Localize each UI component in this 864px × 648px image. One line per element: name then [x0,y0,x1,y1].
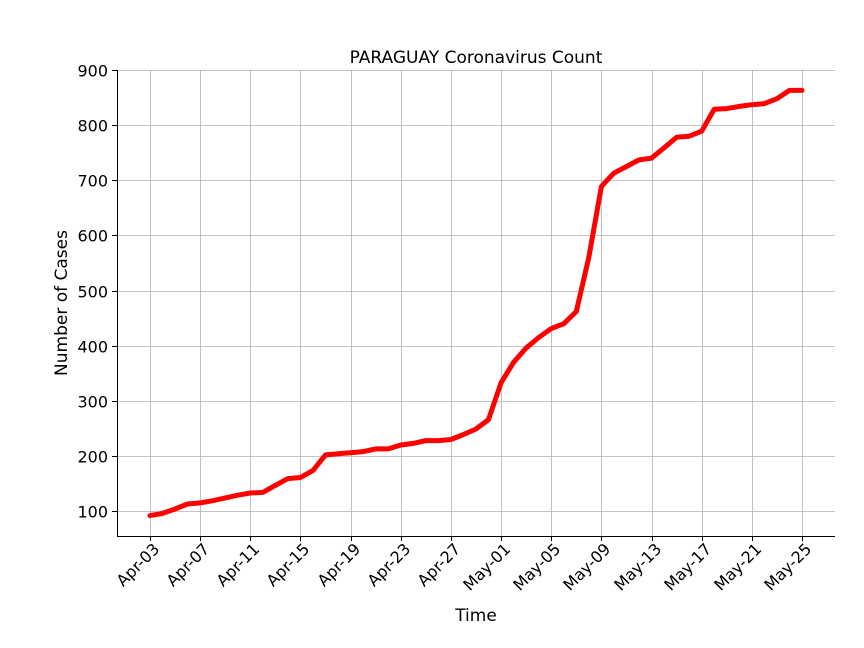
x-axis-ticks: Apr-03 Apr-07 Apr-11 Apr-15 Apr-19 Apr-23 Apr-… [113,536,815,595]
y-tick-label: 700 [77,172,108,191]
y-axis-ticks: 100 200 300 400 500 600 700 800 900 [77,62,117,522]
y-tick-label: 800 [77,117,108,136]
x-tick-label: Apr-23 [364,539,415,590]
x-tick-label: May-25 [760,539,815,594]
x-tick-label: Apr-15 [263,539,314,590]
x-tick-label: May-05 [509,539,564,594]
x-tick-label: Apr-27 [414,539,465,590]
x-tick-label: Apr-03 [113,539,164,590]
y-tick-label: 300 [77,393,108,412]
axes-frame [117,70,835,537]
y-tick-label: 200 [77,448,108,467]
x-axis-label: Time [454,606,497,626]
y-axis-label: Number of Cases [52,230,72,376]
y-tick-label: 400 [77,338,108,357]
y-tick-label: 600 [77,227,108,246]
x-tick-label: May-09 [559,539,614,594]
x-tick-label: May-21 [710,539,765,594]
x-tick-label: Apr-07 [163,539,214,590]
y-tick-label: 900 [77,62,108,81]
y-tick-label: 100 [77,503,108,522]
grid [117,70,835,536]
y-tick-label: 500 [77,283,108,302]
x-tick-label: Apr-11 [213,539,264,590]
x-tick-label: May-01 [459,539,514,594]
chart-title: PARAGUAY Coronavirus Count [350,48,603,68]
series-line [147,87,805,519]
x-tick-label: Apr-19 [314,539,365,590]
x-tick-label: May-17 [660,539,715,594]
x-tick-label: May-13 [610,539,665,594]
